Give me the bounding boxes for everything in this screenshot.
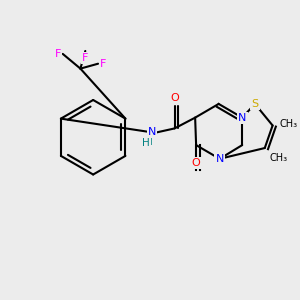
Text: S: S bbox=[251, 99, 259, 109]
Text: F: F bbox=[82, 53, 88, 63]
Text: CH₃: CH₃ bbox=[280, 118, 298, 128]
Text: N: N bbox=[148, 127, 156, 137]
Text: N: N bbox=[148, 127, 156, 137]
Text: N: N bbox=[215, 154, 224, 164]
Text: H: H bbox=[145, 137, 153, 147]
Text: H: H bbox=[142, 138, 150, 148]
Text: F: F bbox=[55, 49, 61, 59]
Text: O: O bbox=[170, 94, 179, 104]
Text: O: O bbox=[192, 158, 200, 168]
Text: N: N bbox=[238, 112, 246, 123]
Text: CH₃: CH₃ bbox=[270, 153, 288, 163]
Text: O: O bbox=[170, 93, 179, 103]
Text: F: F bbox=[100, 59, 106, 69]
